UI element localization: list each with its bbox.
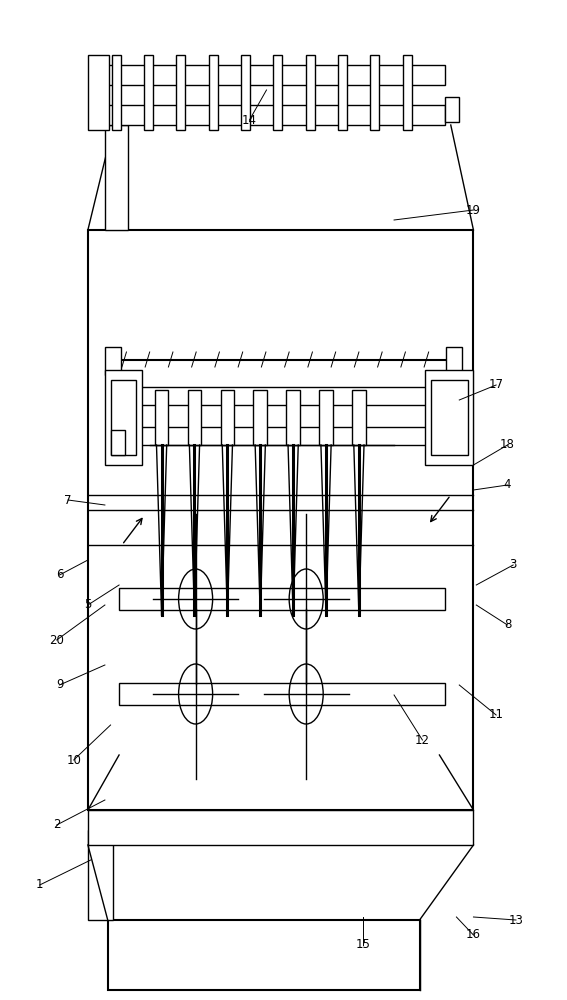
Text: 17: 17 bbox=[489, 378, 503, 391]
Text: 20: 20 bbox=[49, 634, 64, 647]
Bar bbox=[111, 380, 136, 455]
Bar bbox=[403, 55, 412, 130]
Bar bbox=[352, 390, 366, 445]
Text: 11: 11 bbox=[489, 708, 503, 722]
Bar bbox=[221, 390, 234, 445]
Bar bbox=[144, 55, 153, 130]
Bar bbox=[319, 390, 333, 445]
Text: 10: 10 bbox=[66, 754, 81, 766]
Bar bbox=[445, 97, 459, 122]
Bar bbox=[105, 370, 142, 465]
Text: 7: 7 bbox=[64, 493, 72, 506]
Text: 14: 14 bbox=[242, 113, 257, 126]
Bar bbox=[105, 125, 128, 230]
Bar bbox=[431, 380, 468, 455]
Text: 13: 13 bbox=[509, 914, 523, 926]
Bar bbox=[119, 683, 445, 705]
Bar bbox=[111, 430, 125, 455]
Bar bbox=[273, 55, 282, 130]
Bar bbox=[88, 830, 113, 920]
Bar bbox=[155, 390, 168, 445]
Bar bbox=[209, 55, 218, 130]
Bar bbox=[176, 55, 185, 130]
Bar bbox=[119, 387, 445, 405]
Text: 15: 15 bbox=[356, 938, 370, 952]
Text: 9: 9 bbox=[56, 678, 64, 692]
Bar bbox=[105, 105, 445, 125]
Bar bbox=[88, 810, 473, 845]
Bar bbox=[105, 65, 445, 85]
Bar bbox=[88, 230, 473, 810]
Text: 16: 16 bbox=[466, 928, 481, 942]
Text: 2: 2 bbox=[53, 818, 61, 832]
Text: 8: 8 bbox=[503, 618, 511, 632]
Bar bbox=[253, 390, 267, 445]
Bar bbox=[108, 920, 420, 990]
Text: 18: 18 bbox=[500, 438, 515, 452]
Bar bbox=[188, 390, 201, 445]
Bar bbox=[112, 55, 121, 130]
Text: 4: 4 bbox=[503, 479, 511, 491]
Bar bbox=[105, 347, 121, 375]
Bar bbox=[306, 55, 315, 130]
Text: 6: 6 bbox=[56, 568, 64, 582]
Bar bbox=[119, 588, 445, 610]
Bar bbox=[119, 427, 445, 445]
Bar bbox=[286, 390, 300, 445]
Text: 19: 19 bbox=[466, 204, 481, 217]
Bar bbox=[88, 55, 109, 130]
Bar bbox=[241, 55, 250, 130]
Text: 12: 12 bbox=[415, 734, 430, 746]
Text: 5: 5 bbox=[84, 598, 92, 611]
Text: 1: 1 bbox=[36, 879, 44, 892]
Bar bbox=[425, 370, 473, 465]
Bar bbox=[370, 55, 379, 130]
Bar bbox=[446, 347, 462, 375]
Text: 3: 3 bbox=[509, 558, 517, 572]
Bar bbox=[338, 55, 347, 130]
